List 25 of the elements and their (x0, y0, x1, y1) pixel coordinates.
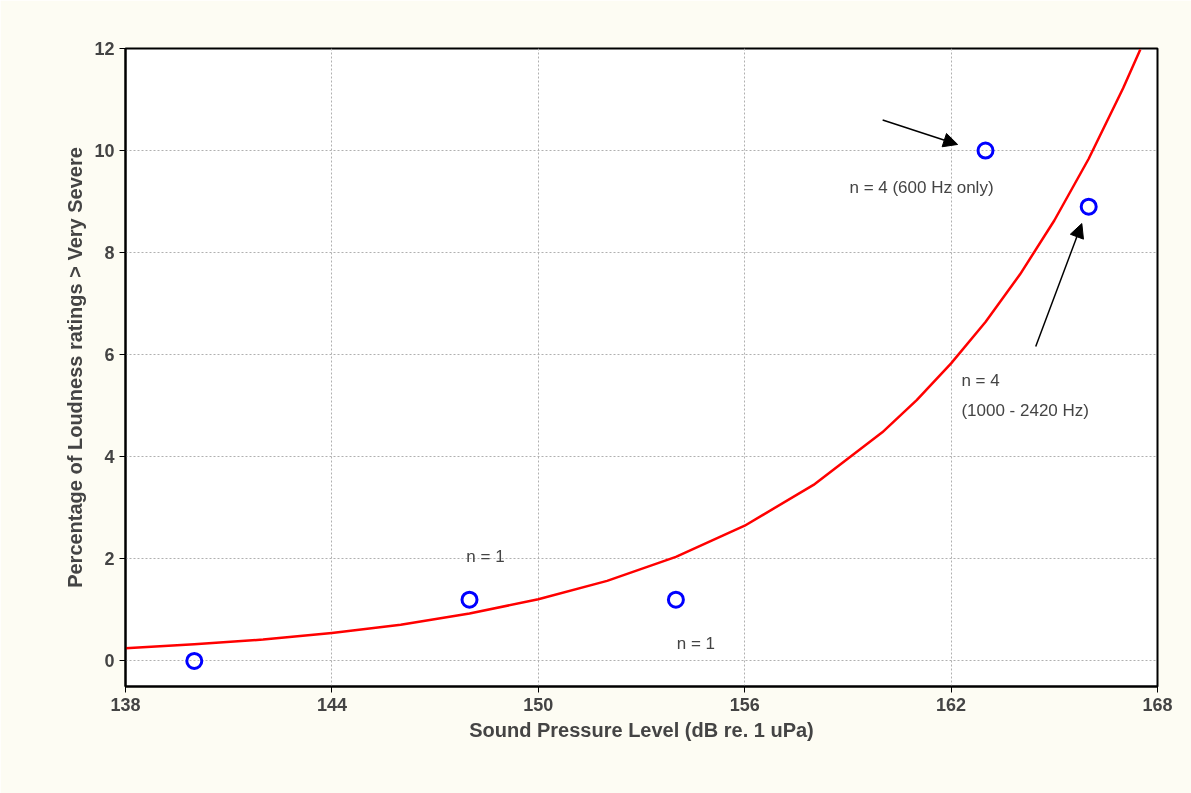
x-axis-title: Sound Pressure Level (dB re. 1 uPa) (469, 718, 814, 741)
point (976, 141, 995, 160)
x-tick-label: 162 (936, 694, 967, 715)
line-series (125, 48, 1142, 650)
point (1079, 197, 1098, 216)
point (185, 651, 204, 670)
x-tick-label: 150 (523, 694, 554, 715)
x-tick-label: 138 (110, 694, 141, 715)
y-tick-label: 8 (104, 243, 115, 264)
y-tick-label: 10 (94, 141, 115, 162)
x-tick-label: 156 (729, 694, 760, 715)
annotation: n = 4 (1000 - 2420 Hz) (961, 370, 1089, 421)
point (666, 590, 685, 609)
x-tick-label: 144 (316, 694, 347, 715)
y-tick-label: 12 (94, 39, 115, 59)
x-tick-label: 168 (1142, 694, 1173, 715)
annotation: n = 1 (466, 547, 505, 567)
annotation: n = 1 (676, 634, 716, 654)
point (460, 590, 479, 609)
y-tick-label: 6 (104, 345, 115, 366)
annotation: n = 4 (600 Hz only) (849, 178, 994, 198)
y-tick-label: 0 (104, 651, 115, 672)
y-axis-title: Percentage of Loudness ratings > Very Severe (64, 147, 87, 588)
y-tick-label: 2 (104, 549, 115, 570)
y-tick-label: 4 (104, 447, 115, 468)
